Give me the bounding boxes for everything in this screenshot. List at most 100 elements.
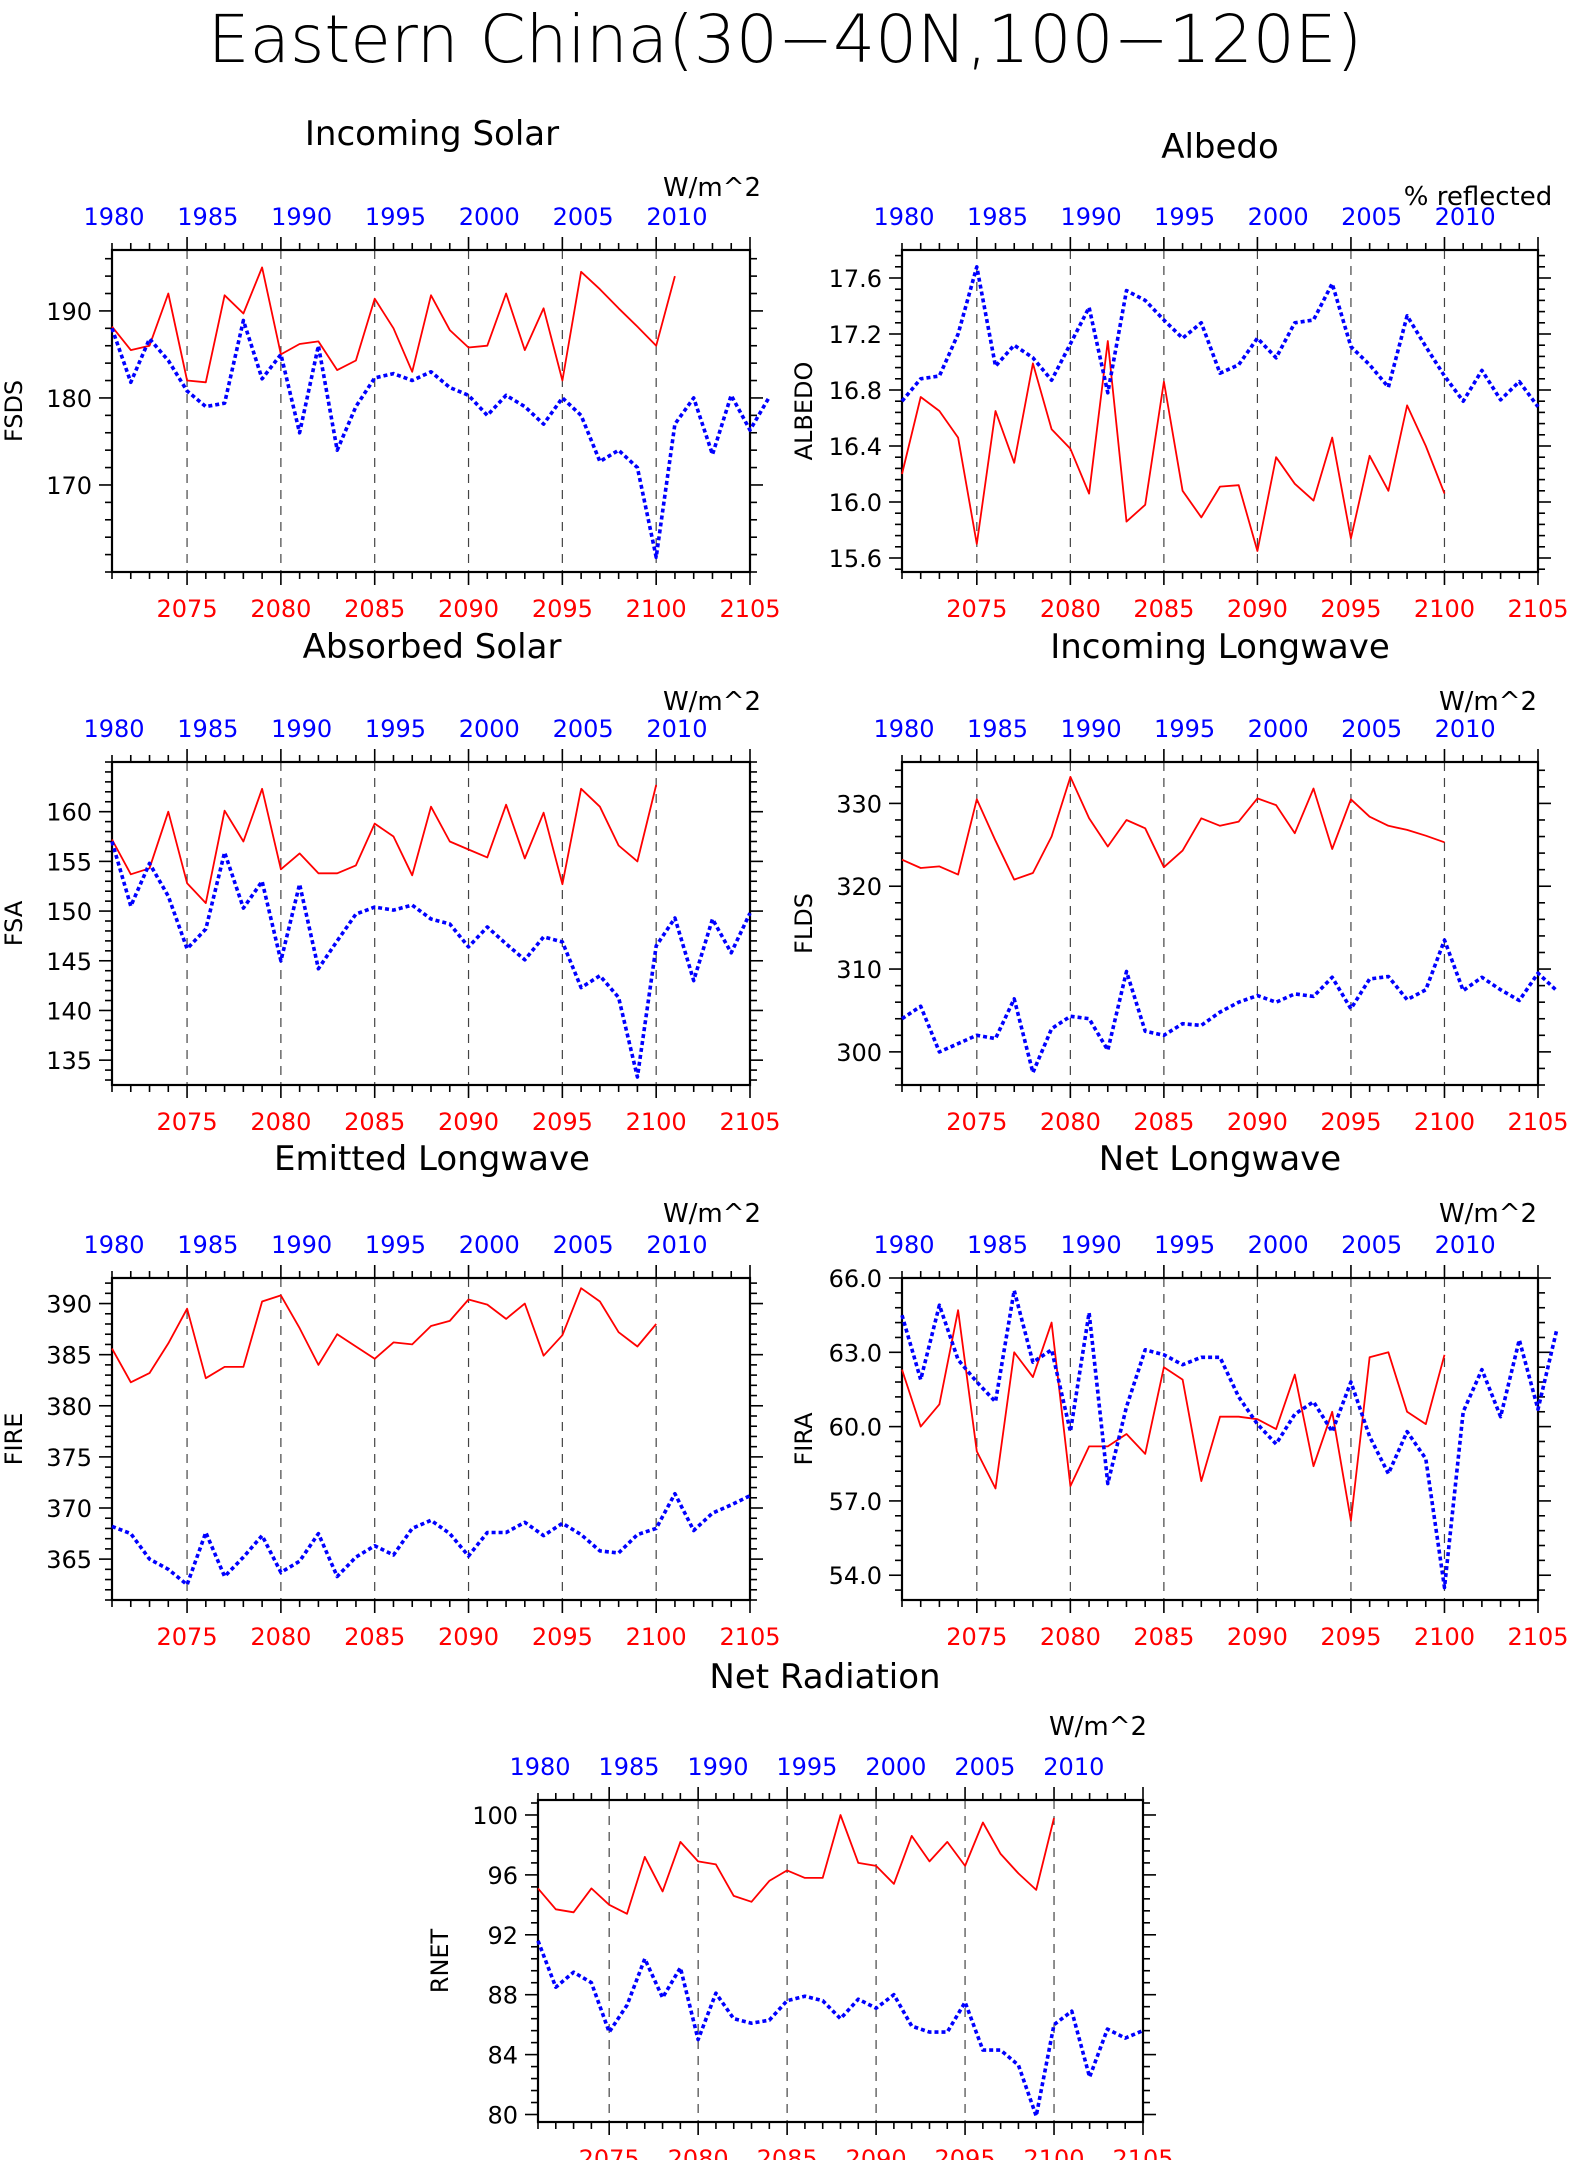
x-tick-label: 2095 (532, 1623, 593, 1651)
panel-2: Albedo % reflected ALBEDO 2075 2080 2085 2090 2… (790, 127, 1569, 623)
y-axis-label: ALBEDO (790, 362, 818, 461)
series-line-blue (901, 938, 1558, 1075)
series-line-red (111, 1287, 657, 1384)
top-tick-label: 1980 (83, 1231, 144, 1259)
x-tick-label: 2080 (1040, 1108, 1101, 1136)
panel-title: Incoming Longwave (1050, 627, 1390, 667)
y-tick-label: 155 (46, 848, 92, 876)
x-tick-label: 2095 (532, 595, 593, 623)
x-tick-label: 2075 (946, 1623, 1007, 1651)
panel-title: Net Longwave (1099, 1139, 1341, 1179)
series-line-red (111, 266, 676, 384)
x-tick-label: 2090 (438, 1623, 499, 1651)
series-line-red (537, 1814, 1055, 1915)
units-label: W/m^2 (663, 173, 761, 203)
top-tick-label: 1995 (365, 715, 426, 743)
top-tick-label: 1995 (365, 1231, 426, 1259)
panel-7: Net Radiation W/m^2 RNET 2075 2080 2085 2090 20… (426, 1657, 1174, 2160)
top-tick-label: 2010 (1435, 715, 1496, 743)
y-tick-label: 100 (472, 1802, 518, 1830)
series-line-blue (900, 1288, 1559, 1590)
top-tick-label: 1980 (83, 715, 144, 743)
top-tick-label: 2010 (1043, 1753, 1104, 1781)
units-label: W/m^2 (663, 1199, 761, 1229)
top-tick-label: 2005 (553, 715, 614, 743)
top-tick-label: 1985 (177, 715, 238, 743)
x-tick-label: 2105 (1112, 2145, 1173, 2160)
units-label: W/m^2 (1439, 1199, 1537, 1229)
series-line-red (901, 776, 1445, 881)
y-tick-label: 16.0 (829, 489, 882, 517)
x-tick-label: 2105 (719, 1623, 780, 1651)
x-tick-label: 2105 (1507, 1108, 1568, 1136)
top-tick-label: 2010 (646, 1231, 707, 1259)
top-tick-label: 2010 (646, 203, 707, 231)
x-tick-label: 2085 (344, 1108, 405, 1136)
y-tick-label: 370 (46, 1495, 92, 1523)
series-line-blue (110, 840, 752, 1079)
x-tick-label: 2105 (719, 1108, 780, 1136)
x-tick-label: 2085 (757, 2145, 818, 2160)
y-axis-label: FLDS (790, 893, 818, 954)
top-tick-label: 2000 (459, 203, 520, 231)
top-tick-label: 2000 (1248, 203, 1309, 231)
top-tick-label: 1985 (177, 1231, 238, 1259)
x-tick-label: 2080 (250, 1108, 311, 1136)
x-tick-label: 2085 (1133, 1623, 1194, 1651)
y-tick-label: 300 (836, 1039, 882, 1067)
top-tick-label: 2000 (459, 1231, 520, 1259)
x-tick-label: 2095 (532, 1108, 593, 1136)
x-tick-label: 2100 (626, 595, 687, 623)
top-tick-label: 2010 (1435, 203, 1496, 231)
y-tick-label: 390 (46, 1291, 92, 1319)
x-tick-label: 2080 (1040, 1623, 1101, 1651)
top-tick-label: 2005 (553, 203, 614, 231)
series-line-red (901, 340, 1446, 552)
x-tick-label: 2090 (846, 2145, 907, 2160)
x-tick-label: 2100 (1023, 2145, 1084, 2160)
top-tick-label: 1990 (687, 1753, 748, 1781)
x-tick-label: 2075 (579, 2145, 640, 2160)
x-tick-label: 2090 (1227, 1623, 1288, 1651)
y-axis-label: FIRE (0, 1413, 28, 1466)
figure-title: Eastern China(30−40N,100−120E) (208, 1, 1362, 78)
x-tick-label: 2090 (438, 595, 499, 623)
panel-5: Emitted Longwave W/m^2 FIRE 2075 2080 2085 209… (0, 1139, 781, 1651)
y-tick-label: 190 (46, 298, 92, 326)
top-tick-label: 1990 (271, 715, 332, 743)
x-tick-label: 2075 (946, 1108, 1007, 1136)
y-tick-label: 16.4 (829, 433, 882, 461)
series-line-blue (900, 264, 1540, 408)
panel-4: Incoming Longwave W/m^2 FLDS 2075 2080 2085 20… (790, 627, 1569, 1136)
series-line-blue (111, 1491, 751, 1587)
top-tick-label: 1990 (1061, 1231, 1122, 1259)
x-tick-label: 2100 (1414, 1623, 1475, 1651)
units-label: W/m^2 (1439, 687, 1537, 717)
top-tick-label: 2005 (954, 1753, 1015, 1781)
top-tick-label: 1990 (1061, 203, 1122, 231)
y-tick-label: 57.0 (829, 1488, 882, 1516)
x-tick-label: 2095 (935, 2145, 996, 2160)
y-tick-label: 17.6 (829, 265, 882, 293)
top-tick-label: 2010 (1435, 1231, 1496, 1259)
series-line-red (111, 784, 658, 904)
y-tick-label: 63.0 (829, 1339, 882, 1367)
panel-6: Net Longwave W/m^2 FIRA 2075 2080 2085 2090 209… (790, 1139, 1569, 1651)
top-tick-label: 1985 (598, 1753, 659, 1781)
x-tick-label: 2100 (1414, 595, 1475, 623)
top-tick-label: 1995 (776, 1753, 837, 1781)
y-axis-label: FIRA (790, 1412, 818, 1466)
panel-1: Incoming Solar W/m^2 FSDS 2075 2080 2085 2090 2… (0, 114, 781, 623)
x-tick-label: 2090 (1227, 595, 1288, 623)
series-line-blue (536, 1940, 1144, 2118)
y-tick-label: 60.0 (829, 1414, 882, 1442)
x-tick-label: 2085 (344, 595, 405, 623)
x-tick-label: 2075 (946, 595, 1007, 623)
y-tick-label: 160 (46, 799, 92, 827)
top-tick-label: 1985 (967, 1231, 1028, 1259)
y-tick-label: 80 (487, 2102, 518, 2130)
x-tick-label: 2090 (1227, 1108, 1288, 1136)
y-tick-label: 54.0 (829, 1562, 882, 1590)
y-tick-label: 385 (46, 1342, 92, 1370)
top-tick-label: 2005 (1341, 203, 1402, 231)
